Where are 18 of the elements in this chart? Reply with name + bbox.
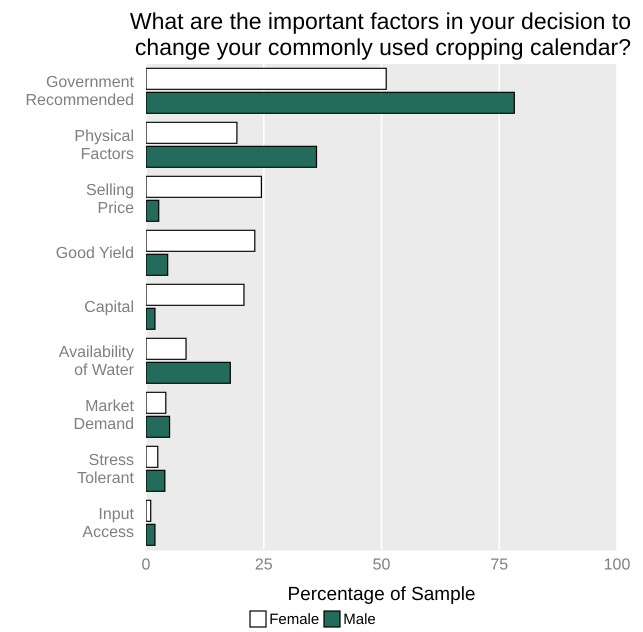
y-tick-label: Market Demand	[74, 398, 135, 432]
y-tick-label: Stress Tolerant	[77, 452, 135, 486]
x-tick-label: 25	[254, 556, 273, 574]
chart-title: What are the important factors in your decision to change your commonly used cropping calendar?	[128, 8, 631, 60]
y-tick-label: Government Recommended	[26, 74, 135, 108]
y-tick-label: Input Access	[82, 506, 135, 540]
legend-label: Male	[343, 610, 376, 628]
x-tick-label: 100	[604, 556, 630, 574]
y-tick-label: Physical Factors	[74, 128, 134, 162]
legend-label: Female	[269, 610, 320, 628]
y-tick-label: Good Yield	[56, 244, 134, 262]
x-tick-label: 50	[372, 556, 390, 574]
y-tick-label: Capital	[84, 298, 134, 316]
x-tick-label: 75	[490, 556, 508, 574]
x-tick-label: 0	[142, 556, 151, 574]
x-axis-title: Percentage of Sample	[287, 584, 476, 605]
y-tick-label: Availability of Water	[58, 344, 135, 378]
y-tick-label: Selling Price	[86, 182, 134, 216]
